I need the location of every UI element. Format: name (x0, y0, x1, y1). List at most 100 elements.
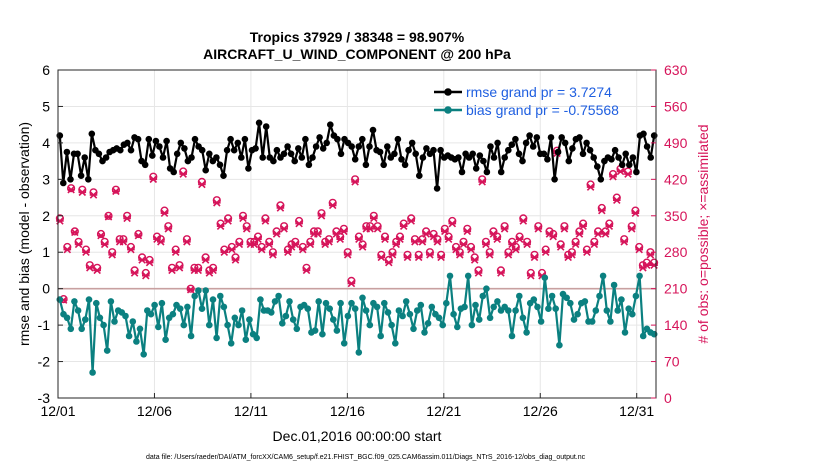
bias-point (519, 314, 527, 322)
assimilated-obs-point (549, 232, 557, 241)
tick-label-y-right: 420 (664, 171, 688, 187)
rmse-point (494, 139, 501, 147)
assimilated-obs-point (568, 251, 576, 259)
bias-point (111, 318, 118, 325)
assimilated-obs-point (63, 245, 72, 254)
bias-point (384, 309, 392, 316)
bias-point (311, 327, 319, 334)
bias-point (129, 318, 137, 325)
rmse-point (295, 145, 302, 152)
bias-point (399, 312, 406, 320)
tick-label-y: 6 (42, 62, 50, 78)
assimilated-obs-point (485, 251, 494, 259)
y-axis-label-right: # of obs: o=possible; ×=assimilated (695, 124, 711, 343)
assimilated-obs-point (392, 240, 400, 249)
rmse-point (348, 143, 356, 150)
tick-label-x: 12/31 (619, 403, 654, 419)
assimilated-obs-point (497, 269, 505, 277)
rmse-point (476, 152, 484, 159)
bias-point (475, 316, 483, 323)
rmse-point (551, 176, 558, 183)
bias-point (56, 296, 64, 303)
rmse-point (405, 146, 412, 154)
bias-point (217, 292, 224, 300)
rmse-point (640, 130, 647, 138)
assimilated-obs-point (265, 240, 273, 249)
assimilated-obs-point (134, 231, 143, 240)
assimilated-obs-point (231, 256, 240, 264)
rmse-point (423, 145, 430, 152)
bias-point (279, 320, 286, 327)
bias-point (220, 303, 228, 311)
rmse-point (181, 145, 188, 152)
bias-point (333, 327, 341, 334)
assimilated-obs-point (164, 225, 173, 233)
bias-point (373, 303, 381, 311)
rmse-point (401, 161, 409, 169)
rmse-point (206, 150, 213, 158)
rmse-point (458, 168, 466, 176)
rmse-point (586, 146, 594, 154)
bias-point (180, 321, 188, 329)
rmse-point (85, 176, 92, 183)
rmse-point (366, 143, 373, 150)
bias-point (552, 305, 559, 313)
bias-point (417, 301, 425, 309)
rmse-point (512, 135, 519, 143)
tick-label-x: 12/01 (40, 403, 75, 419)
assimilated-obs-point (284, 248, 292, 256)
bias-point (410, 325, 417, 333)
bias-point (282, 312, 290, 320)
rmse-point (234, 139, 242, 147)
rmse-point (316, 134, 323, 141)
bias-point (530, 296, 538, 303)
rmse-point (334, 135, 341, 143)
rmse-point (472, 165, 480, 172)
bias-point (326, 305, 334, 313)
rmse-point (522, 139, 530, 147)
assimilated-obs-point (635, 245, 643, 254)
rmse-point (398, 156, 405, 163)
bias-point (304, 305, 312, 313)
bias-point (85, 296, 93, 303)
rmse-point (590, 154, 597, 161)
assimilated-obs-point (242, 225, 251, 233)
tick-label-x: 12/06 (137, 403, 172, 419)
rmse-point (554, 148, 562, 156)
bias-point (639, 332, 647, 340)
bias-point (421, 329, 428, 336)
assimilated-obs-point (257, 245, 266, 254)
assimilated-obs-point (396, 235, 404, 243)
assimilated-obs-point (127, 245, 135, 254)
assimilated-obs-point (228, 245, 236, 254)
assimilated-obs-point (583, 248, 591, 256)
tick-label-y-right: 280 (664, 244, 688, 260)
assimilated-obs-point (590, 240, 599, 249)
assimilated-obs-point (67, 185, 75, 194)
assimilated-obs-point (332, 230, 341, 238)
rmse-point (88, 130, 96, 138)
rmse-point (159, 154, 167, 161)
tick-label-y-right: 490 (664, 135, 688, 151)
assimilated-obs-point (306, 240, 315, 249)
bias-point (618, 296, 625, 303)
rmse-point (416, 172, 423, 179)
rmse-point (245, 165, 252, 172)
bias-point (242, 336, 250, 344)
bias-point (162, 336, 169, 344)
rmse-point (515, 150, 523, 158)
assimilated-obs-point (186, 285, 195, 294)
possible-obs-point (70, 227, 79, 236)
assimilated-obs-point (523, 240, 531, 249)
assimilated-obs-point (459, 240, 468, 249)
rmse-point (117, 146, 124, 154)
rmse-point (323, 139, 331, 147)
legend-marker-rmse (444, 88, 452, 96)
bias-point (607, 318, 614, 325)
assimilated-obs-point (437, 253, 445, 262)
assimilated-obs-point (624, 170, 632, 178)
bias-point (570, 316, 578, 323)
assimilated-obs-point (86, 264, 94, 272)
assimilated-obs-point (452, 245, 460, 254)
bias-point (446, 272, 454, 280)
